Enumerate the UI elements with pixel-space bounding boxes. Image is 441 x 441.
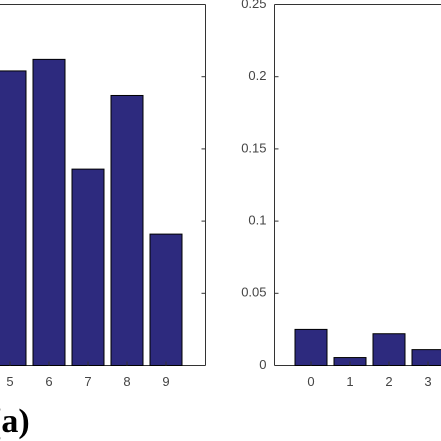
bar xyxy=(294,328,328,366)
x-tick-label: 2 xyxy=(385,374,392,389)
bar xyxy=(110,94,144,367)
bar xyxy=(149,233,183,366)
y-tick-label: 0.2 xyxy=(248,68,266,83)
x-tick-label: 3 xyxy=(424,374,431,389)
y-tick-label: 0.25 xyxy=(241,0,266,11)
x-tick-label: 7 xyxy=(84,374,91,389)
bar xyxy=(0,70,27,366)
y-tick-label: 0.05 xyxy=(241,285,266,300)
y-tick-label: 0 xyxy=(259,357,266,372)
y-tick-label: 0.15 xyxy=(241,140,266,155)
x-tick-label: 0 xyxy=(307,374,314,389)
bar xyxy=(411,349,441,366)
x-tick-label: 6 xyxy=(45,374,52,389)
x-tick-label: 5 xyxy=(6,374,13,389)
x-tick-label: 9 xyxy=(162,374,169,389)
panel-caption: (a) xyxy=(0,403,30,440)
bar xyxy=(32,58,66,366)
y-tick-label: 0.1 xyxy=(248,213,266,228)
x-tick-label: 8 xyxy=(123,374,130,389)
bar xyxy=(372,333,406,366)
bar xyxy=(71,168,105,366)
x-tick-label: 1 xyxy=(346,374,353,389)
